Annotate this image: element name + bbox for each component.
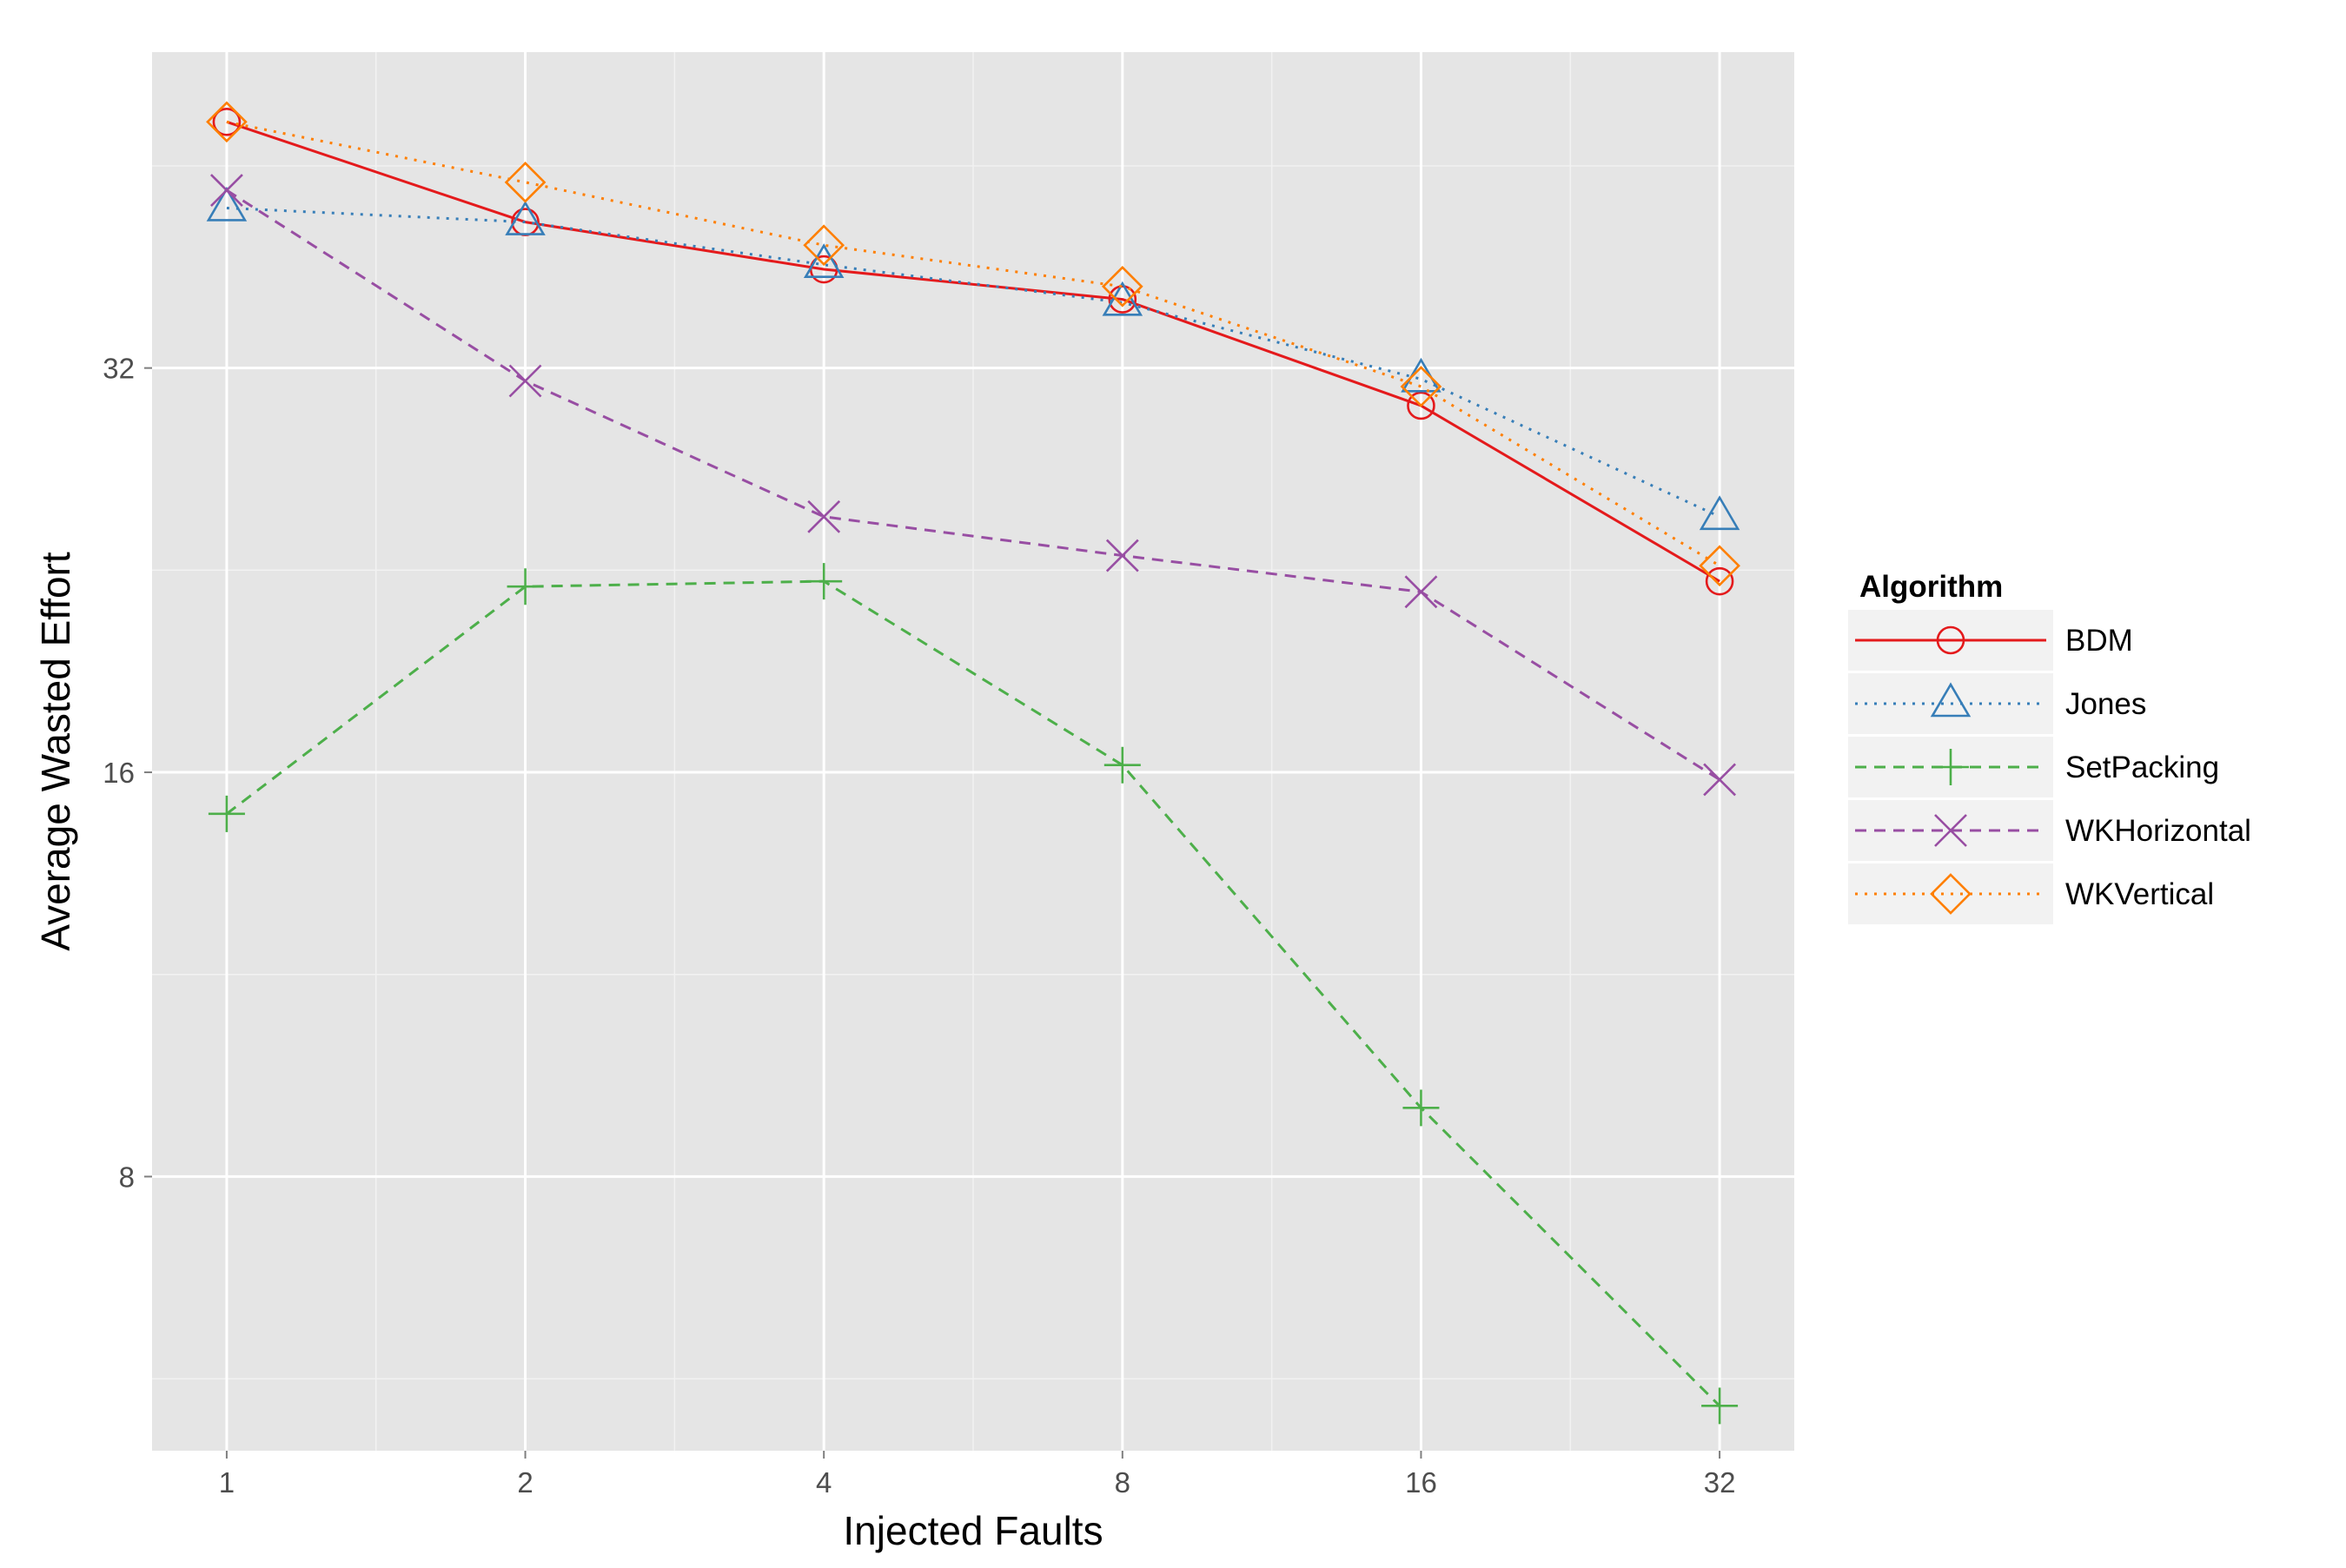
legend-label-setpacking: SetPacking xyxy=(2065,751,2219,784)
point-jones xyxy=(505,201,546,235)
series-jones xyxy=(206,186,1740,531)
point-wkvertical xyxy=(1699,545,1740,587)
series-line-wkhorizontal xyxy=(226,189,1720,781)
legend-label-jones: Jones xyxy=(2065,687,2146,721)
y-tick-label: 8 xyxy=(119,1161,135,1193)
legend-title: Algorithm xyxy=(1859,570,2003,604)
point-setpacking xyxy=(208,795,245,832)
major-gridlines xyxy=(152,52,1794,1451)
legend-marker-setpacking xyxy=(1932,749,1969,785)
point-wkhorizontal xyxy=(1404,575,1438,609)
x-tick-label: 16 xyxy=(1405,1466,1437,1499)
y-axis-title: Average Wasted Effort xyxy=(33,552,78,951)
point-wkhorizontal xyxy=(1703,763,1737,797)
legend: Algorithm BDM Jones SetPacking WKHorizontal… xyxy=(1848,570,2251,924)
legend-items: BDM Jones SetPacking WKHorizontal WKVertical xyxy=(1848,610,2251,924)
point-wkvertical xyxy=(1101,265,1143,308)
legend-item-jones: Jones xyxy=(1848,673,2146,734)
point-setpacking xyxy=(1402,1089,1440,1127)
point-bdm xyxy=(1705,566,1734,596)
legend-marker-bdm xyxy=(1936,625,1965,655)
point-setpacking xyxy=(1103,746,1141,784)
legend-item-setpacking: SetPacking xyxy=(1848,737,2219,797)
axis-tick-labels: 1 2 4 8 16 32 8 16 32 xyxy=(103,353,1735,1499)
legend-label-bdm: BDM xyxy=(2065,624,2133,658)
x-tick-label: 32 xyxy=(1704,1466,1736,1499)
series-line-setpacking xyxy=(226,579,1721,1407)
point-jones xyxy=(1699,495,1740,531)
point-wkhorizontal xyxy=(807,500,841,533)
legend-item-wkhorizontal: WKHorizontal xyxy=(1848,800,2251,861)
x-tick-label: 1 xyxy=(219,1466,235,1499)
legend-item-wkvertical: WKVertical xyxy=(1848,863,2214,924)
x-tick-label: 8 xyxy=(1115,1466,1130,1499)
series-setpacking xyxy=(208,563,1739,1425)
series-wkvertical xyxy=(206,101,1740,587)
point-bdm xyxy=(212,108,242,136)
axis-ticks xyxy=(144,367,1721,1459)
point-setpacking xyxy=(507,568,544,605)
point-wkvertical xyxy=(206,101,248,143)
point-setpacking xyxy=(805,563,843,600)
point-wkvertical xyxy=(1400,366,1442,407)
point-bdm xyxy=(1108,285,1137,314)
point-jones xyxy=(1102,281,1143,316)
point-jones xyxy=(206,186,248,222)
legend-marker-wkvertical xyxy=(1930,873,1972,915)
series-layer xyxy=(206,101,1740,1425)
point-wkvertical xyxy=(504,161,547,203)
y-tick-label: 16 xyxy=(103,757,135,789)
legend-label-wkvertical: WKVertical xyxy=(2065,877,2214,911)
series-wkhorizontal xyxy=(209,174,1737,797)
x-tick-label: 4 xyxy=(816,1466,832,1499)
point-wkvertical xyxy=(803,224,845,267)
series-line-bdm xyxy=(226,120,1720,583)
x-tick-label: 2 xyxy=(517,1466,533,1499)
point-wkhorizontal xyxy=(209,174,243,207)
legend-marker-jones xyxy=(1930,682,1972,718)
x-axis-title: Injected Faults xyxy=(843,1508,1103,1553)
legend-item-bdm: BDM xyxy=(1848,610,2133,671)
y-tick-label: 32 xyxy=(103,353,135,385)
legend-label-wkhorizontal: WKHorizontal xyxy=(2065,814,2251,848)
point-wkhorizontal xyxy=(1105,539,1139,572)
point-setpacking xyxy=(1701,1387,1739,1425)
legend-marker-wkhorizontal xyxy=(1934,814,1967,847)
point-jones xyxy=(803,243,845,279)
series-line-jones xyxy=(226,206,1720,519)
point-bdm xyxy=(1407,391,1435,420)
point-wkhorizontal xyxy=(508,364,542,398)
